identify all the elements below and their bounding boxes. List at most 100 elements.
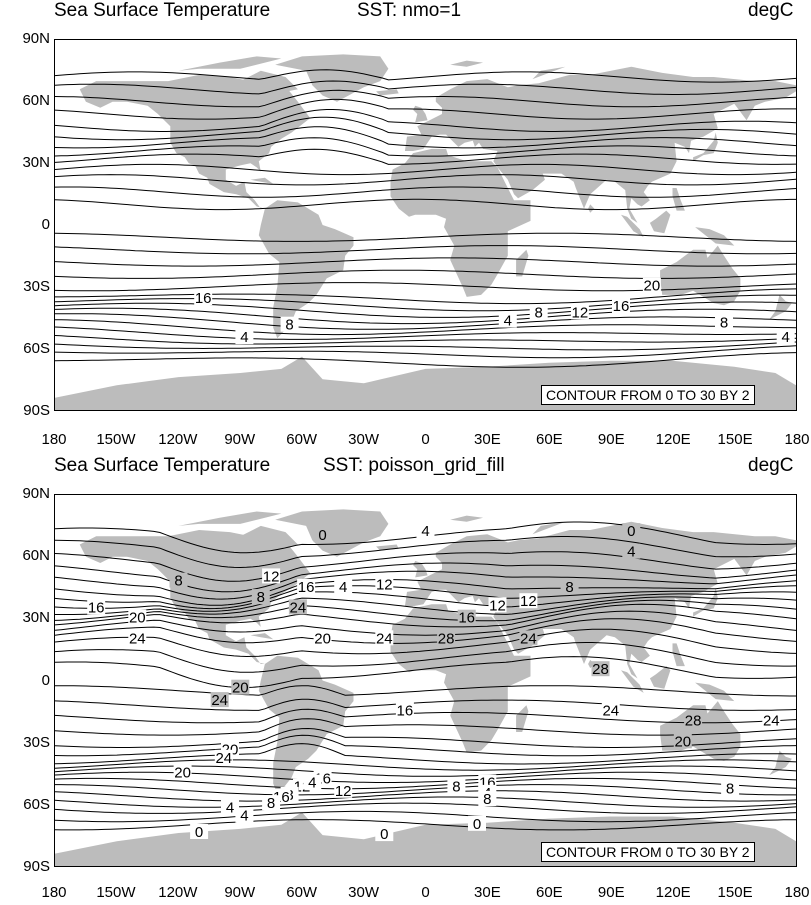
contour-line (55, 174, 796, 186)
contour-line (55, 591, 796, 612)
contour-info-box: CONTOUR FROM 0 TO 30 BY 2 (541, 842, 755, 862)
contour-label: 24 (763, 713, 780, 730)
contour-label: 4 (504, 313, 512, 330)
land-australia (660, 245, 741, 306)
contour-line (55, 759, 796, 771)
land-borneo (649, 666, 671, 689)
contour-line (55, 734, 796, 757)
contour-label: 8 (565, 579, 573, 596)
land-japan (693, 587, 718, 617)
land-borneo (649, 210, 671, 234)
contour-label-bg (762, 712, 781, 728)
contour-label: 0 (380, 826, 388, 843)
contour-label-bg (570, 304, 589, 320)
contour-line (55, 570, 796, 600)
land-africa (390, 148, 531, 297)
land-greenland (275, 54, 389, 102)
contour-line (55, 69, 796, 83)
contour-label: 4 (421, 523, 429, 540)
lon-tick-label: 180 (784, 884, 810, 901)
contour-label-bg (173, 764, 192, 780)
contour-line (55, 685, 796, 697)
lat-tick-label: 0 (41, 671, 50, 689)
contour-label-bg (395, 702, 414, 718)
contour-label: 16 (195, 290, 212, 307)
lon-tick-label: 90W (224, 884, 256, 901)
contour-line (55, 777, 796, 790)
land-madagascar (516, 705, 529, 732)
contour-label-bg (303, 774, 322, 790)
contour-line (55, 784, 796, 796)
lon-tick-label: 180 (784, 431, 810, 448)
contour-label: 12 (572, 304, 589, 321)
contour-line (55, 186, 796, 198)
land-svalbard (450, 515, 484, 522)
contour-line (55, 727, 796, 748)
contour-label: 4 (339, 579, 347, 596)
contour-line (55, 269, 796, 279)
lon-tick-label: 120W (158, 431, 198, 448)
contour-line (55, 352, 796, 368)
contour-label-bg (375, 576, 394, 592)
land-newGuinea (695, 227, 735, 246)
panel-title-center: SST: nmo=1 (357, 0, 462, 21)
contour-label: 16 (397, 702, 414, 719)
lat-tick-label: 90N (22, 30, 50, 47)
lon-tick-label: 90W (224, 431, 256, 448)
lon-tick-label: 120E (655, 431, 691, 448)
contour-label-bg (519, 630, 538, 646)
lat-tick-label: 90N (22, 485, 50, 502)
lon-tick-label: 180 (41, 431, 67, 448)
contour-line (55, 148, 796, 165)
contour-label-bg (169, 572, 188, 588)
contour-label: 4 (782, 329, 790, 346)
contour-label-bg (262, 795, 281, 811)
contour-label: 8 (726, 781, 734, 798)
lat-tick-label: 90S (23, 402, 50, 419)
contour-label-bg (488, 597, 507, 613)
contour-line (55, 628, 796, 658)
contour-label-bg (235, 329, 254, 345)
contour-line (55, 232, 796, 242)
contour-label: 20 (314, 630, 331, 647)
contour-line (55, 288, 796, 305)
contour-label-bg (313, 630, 332, 646)
contour-line (55, 585, 796, 610)
contour-label: 24 (290, 599, 307, 616)
contour-label: 0 (195, 824, 203, 841)
contour-line (55, 579, 796, 606)
contour-label-bg (190, 824, 209, 839)
panel-title-right: degC (748, 0, 794, 21)
lon-tick-label: 0 (421, 884, 430, 901)
land-philippines (672, 188, 685, 211)
contour-line (55, 596, 796, 615)
contour-label-bg (375, 630, 394, 646)
contour-label: 16 (88, 599, 105, 616)
contour-line (55, 771, 796, 783)
lon-tick-label: 30W (348, 431, 379, 448)
contour-line (55, 718, 796, 736)
contour-label: 8 (483, 791, 491, 808)
land-iceland (376, 89, 399, 96)
contour-label-bg (210, 692, 229, 708)
contour-label-bg (642, 277, 661, 293)
contour-label: 8 (452, 779, 460, 796)
contour-label: 16 (613, 298, 630, 315)
contour-label: 28 (438, 630, 455, 647)
lon-tick-label: 30E (474, 431, 501, 448)
contour-label: 28 (592, 661, 609, 678)
contour-label-bg (334, 782, 353, 798)
lat-tick-label: 60S (23, 795, 50, 813)
contour-label-bg (447, 778, 466, 794)
contour-label: 20 (174, 764, 191, 781)
contour-label: 20 (644, 278, 661, 295)
contour-label: 12 (376, 577, 393, 594)
contour-label-bg (776, 329, 795, 345)
contour-label-bg (288, 599, 307, 615)
land-baffin (240, 525, 298, 549)
contour-label-bg (601, 702, 620, 718)
contour-label-bg (437, 630, 456, 646)
land-britain (413, 561, 428, 578)
contour-line (55, 198, 796, 211)
contour-label: 8 (535, 304, 543, 321)
